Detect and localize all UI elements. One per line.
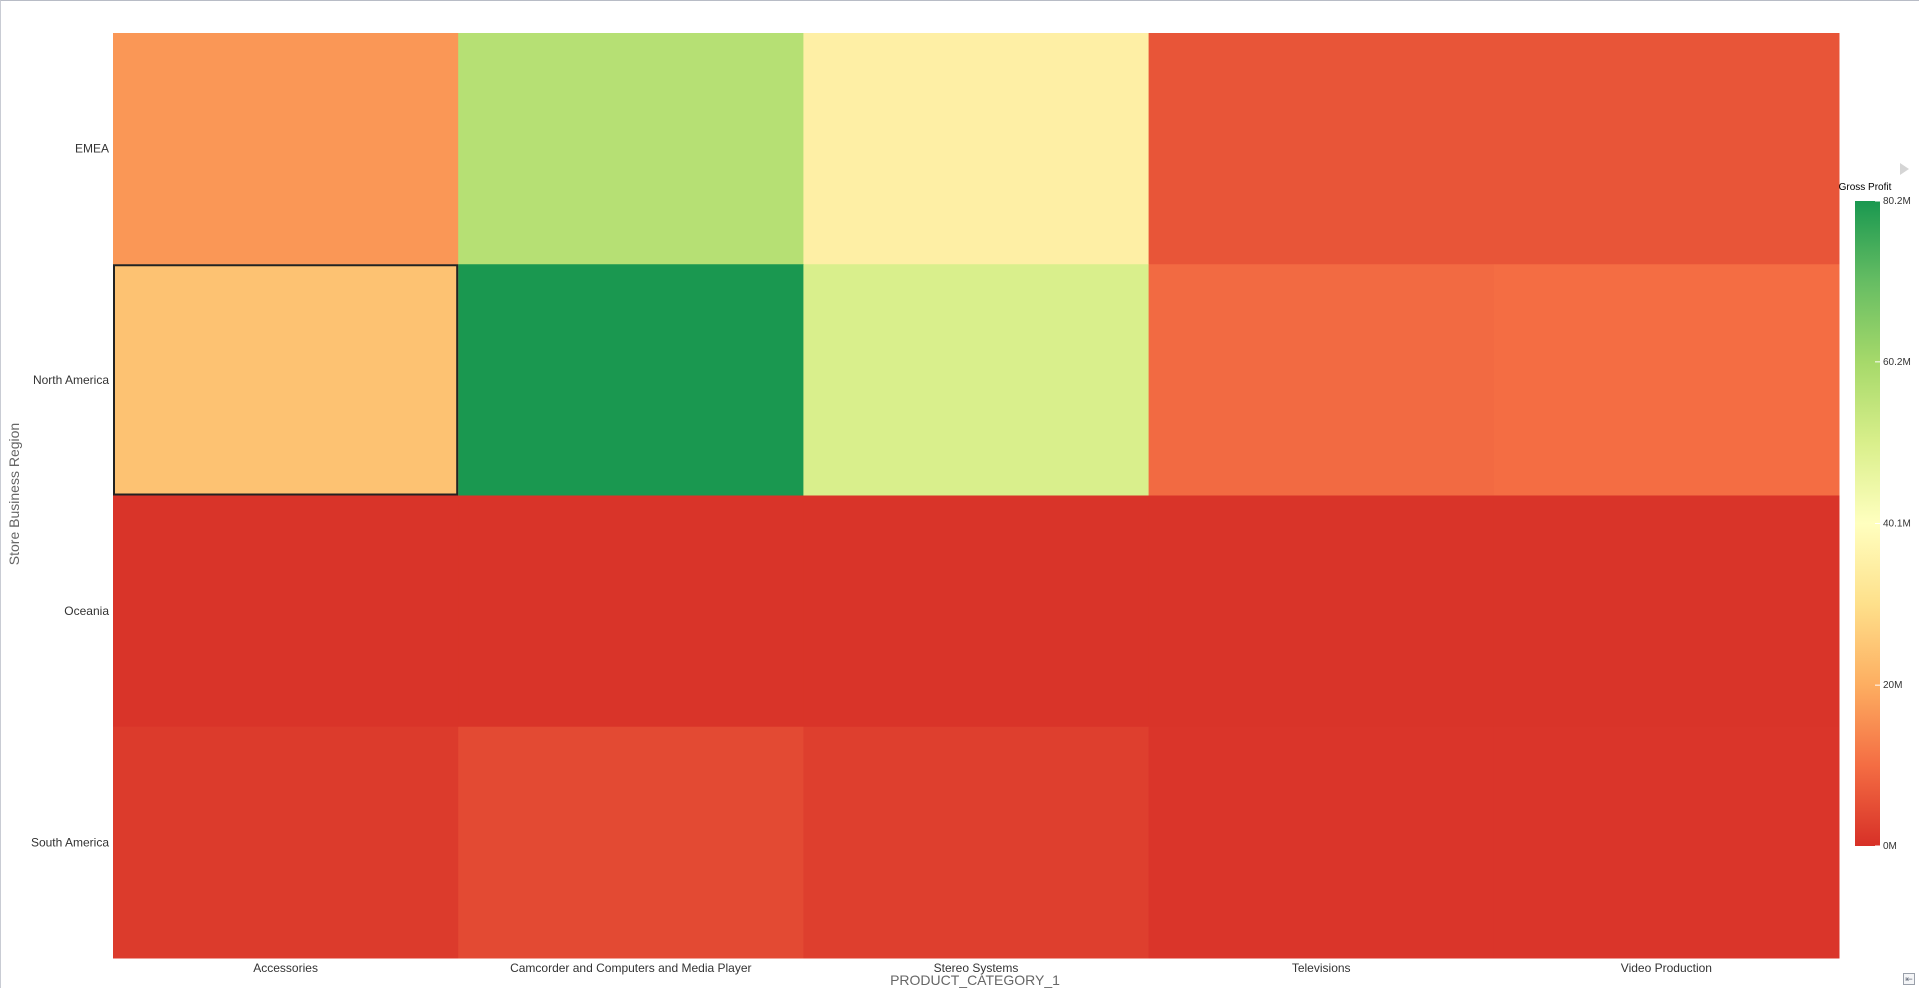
colorbar-tick-label: 0M: [1883, 841, 1897, 852]
heatmap-cell[interactable]: [458, 726, 804, 959]
heatmap-cell[interactable]: [113, 264, 459, 496]
y-tick-label: EMEA: [75, 142, 109, 156]
colorbar-ticks: 0M 20M 40.1M 60.2M 80.2M: [1875, 196, 1911, 852]
heatmap-cells: [113, 33, 1840, 959]
heatmap-cell[interactable]: [803, 33, 1150, 265]
colorbar-tick-label: 80.2M: [1883, 196, 1911, 207]
y-axis-tick-labels: EMEA North America Oceania South America: [31, 142, 109, 850]
selected-cell-outline: [113, 264, 459, 496]
x-tick-label: Stereo Systems: [934, 961, 1019, 975]
y-tick-label: Oceania: [64, 604, 109, 618]
heatmap-cell[interactable]: [1148, 726, 1495, 959]
y-axis-title: Store Business Region: [6, 423, 22, 565]
heatmap-cell[interactable]: [1493, 495, 1840, 728]
x-tick-label: Accessories: [253, 961, 318, 975]
heatmap-cell[interactable]: [803, 726, 1150, 959]
colorbar-tick-label: 40.1M: [1883, 519, 1911, 530]
heatmap-cell[interactable]: [113, 33, 459, 265]
heatmap-cell[interactable]: [1148, 33, 1495, 265]
collapse-corner-icon[interactable]: ⇤: [1903, 973, 1915, 985]
heatmap-cell[interactable]: [458, 495, 804, 728]
heatmap-cell[interactable]: [1148, 495, 1495, 728]
heatmap-cell[interactable]: [1148, 264, 1495, 496]
x-tick-label: Video Production: [1621, 961, 1712, 975]
heatmap-cell[interactable]: [1493, 33, 1840, 265]
x-axis-title: PRODUCT_CATEGORY_1: [890, 972, 1060, 988]
heatmap-cell[interactable]: [458, 33, 804, 265]
heatmap-cell[interactable]: [113, 726, 459, 959]
y-tick-label: South America: [31, 835, 109, 849]
colorbar-tick-label: 60.2M: [1883, 357, 1911, 368]
heatmap-cell[interactable]: [803, 495, 1150, 728]
x-axis-tick-labels: Accessories Camcorder and Computers and M…: [253, 961, 1712, 975]
heatmap-cell[interactable]: [1493, 726, 1840, 959]
x-tick-label: Televisions: [1292, 961, 1351, 975]
heatmap-cell[interactable]: [1493, 264, 1840, 496]
colorbar-tick-label: 20M: [1883, 680, 1902, 691]
heatmap-cell[interactable]: [113, 495, 459, 728]
play-right-icon[interactable]: [1900, 163, 1909, 175]
colorbar-title: Gross Profit: [1839, 182, 1892, 193]
colorbar-legend: Gross Profit 0M 20M 40.1M 60.2M 80.2M: [1839, 182, 1911, 852]
heatmap-cell[interactable]: [803, 264, 1150, 496]
y-tick-label: North America: [33, 373, 109, 387]
heatmap-cell[interactable]: [458, 264, 804, 496]
x-tick-label: Camcorder and Computers and Media Player: [510, 961, 751, 975]
